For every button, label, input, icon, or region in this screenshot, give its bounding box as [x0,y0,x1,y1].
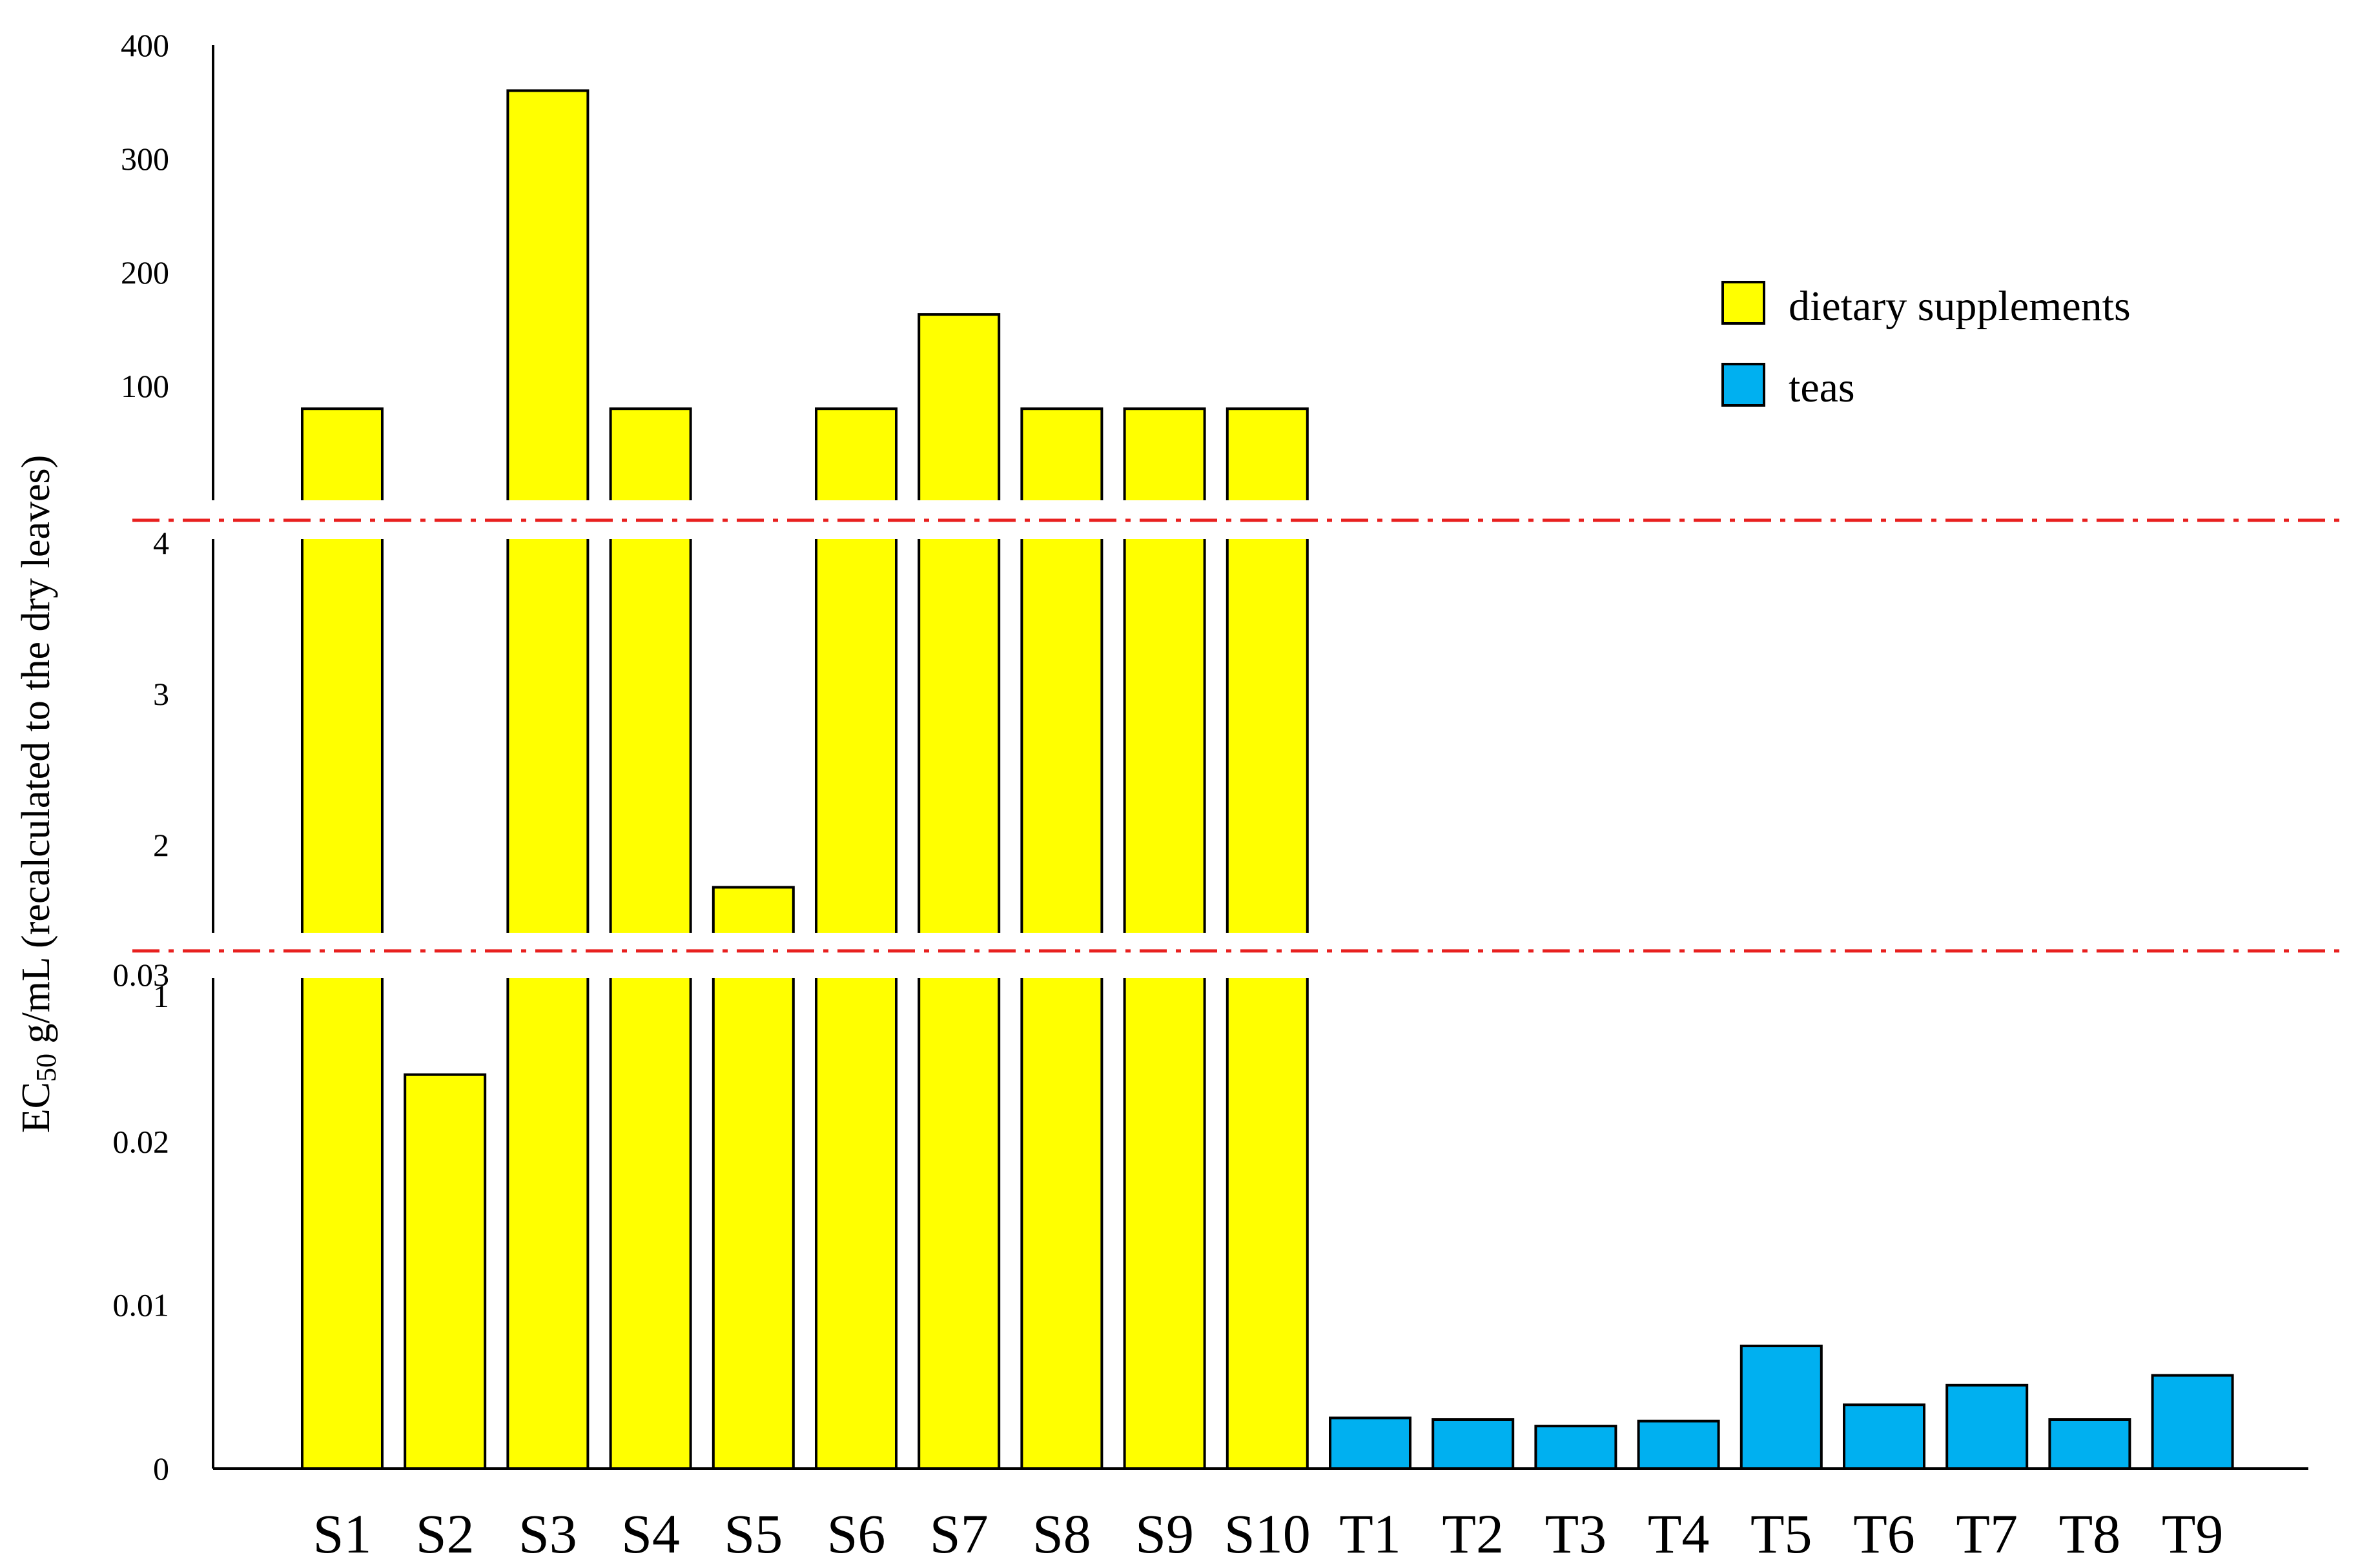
y-tick-label-middle-2: 2 [153,827,169,863]
y-tick-label-middle-4: 4 [153,525,169,561]
x-tick-label-s5: S5 [724,1503,783,1565]
y-axis-label: EC50 g/mL (recalculated to the dry leave… [14,455,62,1134]
y-tick-label-upper-200: 200 [121,254,169,290]
bar-t5 [1739,1345,1823,1470]
y-axis-label-suffix: g/mL (recalculated to the dry leaves) [14,455,58,1054]
y-axis-label-subscript: 50 [30,1054,62,1082]
legend-swatch-dietary-supplements [1721,281,1765,325]
legend-label-teas: teas [1789,364,1855,411]
x-tick-label-s2: S2 [416,1503,475,1565]
bar-t4 [1637,1420,1720,1470]
axes-layer: S1 S2 S3 S4 S5 S6 S7 S8 S9 S10 T1 T2 T3 T4 T5 T6 T7 T8 T9 1… [113,27,2308,1565]
x-tick-label-s7: S7 [930,1503,989,1565]
bar-t2 [1431,1418,1515,1470]
y-tick-label-upper-400: 400 [121,27,169,63]
bar-t6 [1843,1403,1925,1470]
y-tick-label-middle-3: 3 [153,676,169,712]
x-tick-label-s10: S10 [1224,1503,1311,1565]
y-tick-label-upper-300: 300 [121,141,169,177]
x-tick-label-s8: S8 [1032,1503,1091,1565]
axis-breaks-layer [132,500,2343,978]
bar-t3 [1534,1425,1617,1471]
x-tick-label-t6: T6 [1853,1503,1915,1565]
bar-t9 [2151,1374,2234,1471]
bar-t8 [2048,1418,2131,1470]
bar-t1 [1329,1416,1411,1470]
x-tick-label-t2: T2 [1442,1503,1504,1565]
y-tick-label-upper-100: 100 [121,368,169,404]
x-tick-label-t8: T8 [2059,1503,2121,1565]
legend: dietary supplements teas [1721,281,2131,411]
x-tick-label-t5: T5 [1750,1503,1812,1565]
x-tick-label-t1: T1 [1339,1503,1401,1565]
bar-s3 [506,89,590,1471]
y-tick-label-lower-0-01: 0.01 [113,1287,170,1323]
x-tick-label-s9: S9 [1135,1503,1194,1565]
bar-t7 [1945,1383,2029,1471]
lower-break-band [194,933,1317,978]
x-tick-label-s4: S4 [621,1503,680,1565]
y-tick-label-lower-0-02: 0.02 [113,1123,170,1159]
bar-s2 [404,1073,487,1470]
x-tick-label-s6: S6 [827,1503,886,1565]
x-tick-label-s3: S3 [518,1503,577,1565]
x-tick-label-s1: S1 [313,1503,372,1565]
x-tick-label-t3: T3 [1545,1503,1607,1565]
legend-swatch-teas [1721,363,1765,407]
y-tick-label-middle-1: 1 [153,978,169,1014]
y-tick-label-lower-0: 0 [153,1451,169,1487]
x-tick-label-t9: T9 [2162,1503,2224,1565]
y-axis-label-prefix: EC [14,1082,58,1133]
legend-label-dietary-supplements: dietary supplements [1789,283,2131,330]
x-tick-label-t7: T7 [1956,1503,2018,1565]
x-tick-label-t4: T4 [1648,1503,1710,1565]
bar-s7 [918,313,1001,1471]
y-tick-label-lower-0-03: 0.03 [113,957,170,993]
